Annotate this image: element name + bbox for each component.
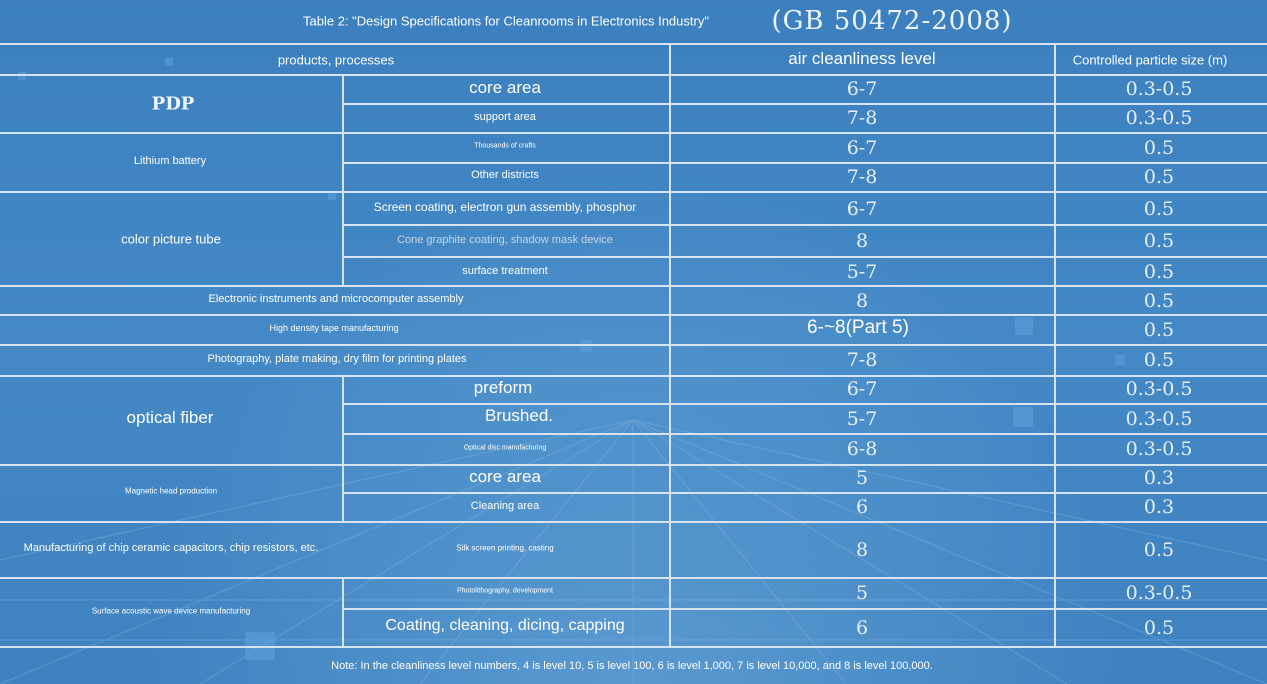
group-lithium-battery: Lithium battery <box>133 155 207 167</box>
size-cell: 0.5 <box>1143 290 1175 312</box>
size-cell: 0.5 <box>1143 349 1175 371</box>
standard-code: (GB 50472-2008) <box>771 6 1013 36</box>
group-optical-fiber: optical fiber <box>126 408 214 427</box>
group-pdp: PDP <box>151 93 195 115</box>
table-footnote: Note: In the cleanliness level numbers, … <box>331 660 933 672</box>
size-cell: 0.5 <box>1143 137 1175 159</box>
size-cell: 0.3-0.5 <box>1125 408 1193 430</box>
group-magnetic-head: Magnetic head production <box>124 486 218 496</box>
process-cell: Silk screen printing, casting <box>456 543 554 553</box>
process-cell: Photography, plate making, dry film for … <box>207 353 467 365</box>
process-cell: Optical disc manufacturing <box>463 444 547 452</box>
level-cell: 6-7 <box>846 198 878 220</box>
level-cell: 6-7 <box>846 378 878 400</box>
size-cell: 0.5 <box>1143 617 1175 639</box>
process-cell: surface treatment <box>462 265 548 277</box>
level-cell: 6 <box>855 496 869 518</box>
process-cell: High density tape manufacturing <box>269 323 399 333</box>
size-cell: 0.3-0.5 <box>1125 582 1193 604</box>
header-particle-size: Controlled particle size (m) <box>1072 52 1228 68</box>
level-cell: 8 <box>855 230 869 252</box>
level-cell: 7-8 <box>846 349 878 371</box>
size-cell: 0.5 <box>1143 319 1175 341</box>
level-cell: 7-8 <box>846 166 878 188</box>
level-cell: 6-7 <box>846 78 878 100</box>
process-cell: preform <box>473 378 533 397</box>
process-cell: core area <box>469 78 541 97</box>
process-cell: Brushed. <box>484 406 554 425</box>
level-cell: 8 <box>855 290 869 312</box>
process-cell: Screen coating, electron gun assembly, p… <box>373 200 637 214</box>
level-cell: 5 <box>855 467 869 489</box>
process-cell: Other districts <box>471 169 539 181</box>
process-cell: Thousands of crafts <box>474 142 536 150</box>
process-cell: Coating, cleaning, dicing, capping <box>385 617 625 634</box>
group-chip-manufacturing: Manufacturing of chip ceramic capacitors… <box>23 542 319 554</box>
process-cell: Photolithography, development <box>457 587 553 595</box>
level-cell: 6-~8(Part 5) <box>807 317 909 338</box>
size-cell: 0.5 <box>1143 198 1175 220</box>
process-cell: Cleaning area <box>470 500 540 512</box>
level-cell: 7-8 <box>846 107 878 129</box>
group-color-picture-tube: color picture tube <box>121 231 221 247</box>
level-cell: 5-7 <box>846 408 878 430</box>
size-cell: 0.3-0.5 <box>1125 78 1193 100</box>
level-cell: 6-7 <box>846 137 878 159</box>
size-cell: 0.5 <box>1143 166 1175 188</box>
group-surface-acoustic-wave: Surface acoustic wave device manufacturi… <box>91 606 251 616</box>
process-cell: support area <box>474 111 536 123</box>
level-cell: 5 <box>855 582 869 604</box>
level-cell: 8 <box>855 539 869 561</box>
process-cell: Electronic instruments and microcomputer… <box>208 293 464 305</box>
size-cell: 0.3-0.5 <box>1125 438 1193 460</box>
header-cleanliness: air cleanliness level <box>788 49 936 68</box>
size-cell: 0.5 <box>1143 230 1175 252</box>
process-cell: Cone graphite coating, shadow mask devic… <box>397 234 613 246</box>
level-cell: 6 <box>855 617 869 639</box>
process-cell: core area <box>469 467 541 486</box>
table-title: Table 2: "Design Specifications for Clea… <box>303 13 709 29</box>
size-cell: 0.5 <box>1143 261 1175 283</box>
level-cell: 6-8 <box>846 438 878 460</box>
size-cell: 0.3 <box>1143 496 1175 518</box>
header-products: products, processes <box>277 52 395 68</box>
size-cell: 0.5 <box>1143 539 1175 561</box>
level-cell: 5-7 <box>846 261 878 283</box>
size-cell: 0.3 <box>1143 467 1175 489</box>
size-cell: 0.3-0.5 <box>1125 107 1193 129</box>
size-cell: 0.3-0.5 <box>1125 378 1193 400</box>
